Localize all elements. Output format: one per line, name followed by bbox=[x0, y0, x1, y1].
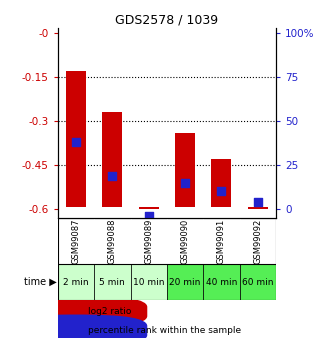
Text: GSM99088: GSM99088 bbox=[108, 218, 117, 264]
Text: 20 min: 20 min bbox=[169, 278, 201, 287]
Bar bbox=[175, 133, 195, 207]
Bar bbox=[94, 264, 131, 300]
Text: GSM99087: GSM99087 bbox=[72, 218, 81, 264]
Bar bbox=[139, 207, 159, 209]
Bar bbox=[212, 159, 231, 207]
FancyBboxPatch shape bbox=[3, 315, 147, 345]
Point bbox=[183, 181, 188, 186]
Bar bbox=[248, 207, 268, 209]
Bar bbox=[203, 264, 240, 300]
Text: 60 min: 60 min bbox=[242, 278, 273, 287]
Text: GSM99091: GSM99091 bbox=[217, 218, 226, 264]
Bar bbox=[66, 71, 86, 207]
Bar bbox=[102, 112, 122, 207]
Point bbox=[74, 139, 79, 145]
Point bbox=[219, 188, 224, 194]
Text: GSM99089: GSM99089 bbox=[144, 218, 153, 264]
Text: log2 ratio: log2 ratio bbox=[88, 307, 132, 316]
Bar bbox=[58, 264, 94, 300]
Text: 2 min: 2 min bbox=[63, 278, 89, 287]
Bar bbox=[131, 264, 167, 300]
Point bbox=[255, 200, 260, 205]
FancyBboxPatch shape bbox=[3, 296, 147, 327]
Text: 40 min: 40 min bbox=[206, 278, 237, 287]
Text: time ▶: time ▶ bbox=[24, 277, 57, 287]
Text: 10 min: 10 min bbox=[133, 278, 164, 287]
Title: GDS2578 / 1039: GDS2578 / 1039 bbox=[115, 13, 219, 27]
Point bbox=[146, 213, 151, 219]
Text: 5 min: 5 min bbox=[100, 278, 125, 287]
Bar bbox=[167, 264, 203, 300]
Text: percentile rank within the sample: percentile rank within the sample bbox=[88, 326, 241, 335]
Text: GSM99092: GSM99092 bbox=[253, 218, 262, 264]
Bar bbox=[240, 264, 276, 300]
Point bbox=[110, 173, 115, 179]
Text: GSM99090: GSM99090 bbox=[181, 218, 190, 264]
